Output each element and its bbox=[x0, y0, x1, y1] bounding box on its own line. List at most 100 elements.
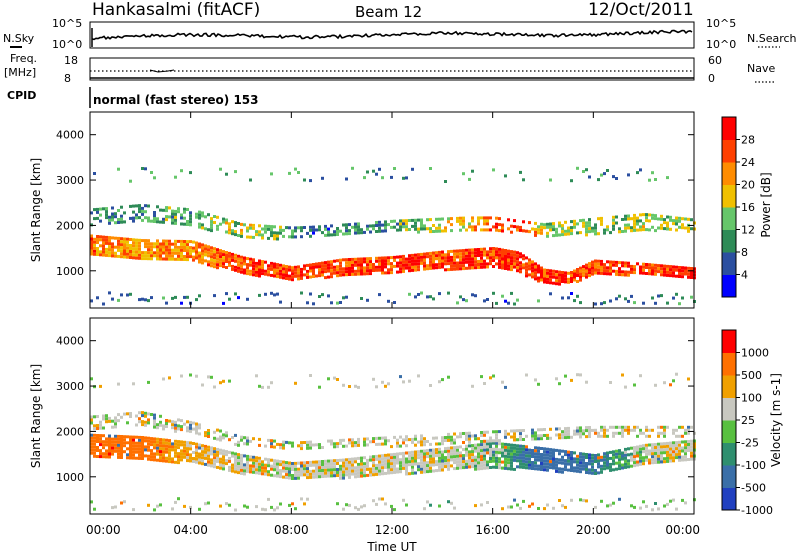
heatmap-cell bbox=[477, 449, 480, 453]
heatmap-cell bbox=[168, 254, 171, 258]
heatmap-cell bbox=[267, 227, 270, 231]
heatmap-cell bbox=[591, 263, 594, 267]
heatmap-cell bbox=[240, 255, 243, 259]
heatmap-cell bbox=[312, 469, 315, 473]
heatmap-cell bbox=[261, 466, 264, 470]
heatmap-cell bbox=[615, 431, 618, 435]
heatmap-cell bbox=[396, 470, 399, 474]
heatmap-cell bbox=[195, 448, 198, 452]
heatmap-cell bbox=[156, 254, 159, 258]
heatmap-cell bbox=[321, 270, 324, 274]
heatmap-cell bbox=[210, 375, 213, 379]
heatmap-cell bbox=[639, 444, 642, 448]
cpid-text: normal (fast stereo) 153 bbox=[93, 93, 259, 107]
heatmap-cell bbox=[456, 301, 459, 305]
heatmap-cell bbox=[495, 216, 498, 220]
heatmap-cell bbox=[666, 456, 669, 460]
heatmap-cell bbox=[483, 445, 486, 449]
heatmap-cell bbox=[522, 229, 525, 233]
heatmap-cell bbox=[135, 435, 138, 439]
heatmap-cell bbox=[447, 268, 450, 272]
heatmap-cell bbox=[579, 458, 582, 462]
heatmap-cell bbox=[450, 255, 453, 259]
heatmap-cell bbox=[435, 460, 438, 464]
heatmap-cell bbox=[117, 413, 120, 417]
heatmap-cell bbox=[333, 230, 336, 234]
heatmap-cell bbox=[432, 451, 435, 455]
heatmap-cell bbox=[654, 455, 657, 458]
heatmap-cell bbox=[489, 439, 492, 443]
heatmap-cell bbox=[90, 445, 93, 449]
heatmap-cell bbox=[663, 445, 666, 449]
heatmap-cell bbox=[525, 448, 528, 452]
heatmap-cell bbox=[111, 236, 114, 240]
heatmap-cell bbox=[198, 225, 201, 229]
heatmap-cell bbox=[468, 434, 471, 438]
heatmap-cell bbox=[552, 457, 555, 461]
heatmap-cell bbox=[396, 461, 399, 465]
heatmap-cell bbox=[501, 460, 504, 464]
heatmap-cell bbox=[279, 469, 282, 473]
heatmap-cell bbox=[645, 446, 648, 450]
heatmap-cell bbox=[402, 457, 405, 461]
heatmap-cell bbox=[189, 249, 192, 253]
heatmap-cell bbox=[480, 434, 483, 437]
heatmap-cell bbox=[462, 432, 465, 435]
heatmap-cell bbox=[360, 263, 363, 267]
heatmap-cell bbox=[354, 444, 357, 448]
heatmap-cell bbox=[300, 267, 303, 271]
heatmap-cell bbox=[642, 265, 645, 269]
heatmap-cell bbox=[159, 414, 162, 418]
heatmap-cell bbox=[162, 441, 165, 445]
noise-frame bbox=[89, 21, 695, 49]
heatmap-cell bbox=[162, 239, 165, 243]
heatmap-cell bbox=[654, 217, 657, 221]
heatmap-cell bbox=[603, 272, 606, 276]
heatmap-cell bbox=[645, 458, 648, 462]
heatmap-cell bbox=[657, 445, 660, 449]
heatmap-cell bbox=[519, 228, 522, 232]
heatmap-cell bbox=[306, 473, 309, 477]
heatmap-cell bbox=[642, 301, 645, 305]
heatmap-cell bbox=[480, 449, 483, 453]
heatmap-cell bbox=[105, 440, 108, 444]
heatmap-cell bbox=[663, 227, 666, 231]
heatmap-cell bbox=[150, 254, 153, 258]
heatmap-cell bbox=[486, 430, 489, 434]
heatmap-cell bbox=[102, 253, 105, 257]
heatmap-cell bbox=[681, 275, 684, 279]
heatmap-cell bbox=[159, 420, 162, 424]
heatmap-cell bbox=[678, 225, 681, 229]
heatmap-cell bbox=[582, 498, 585, 502]
heatmap-cell bbox=[114, 221, 117, 225]
heatmap-cell bbox=[315, 443, 318, 447]
heatmap-cell bbox=[243, 262, 246, 266]
heatmap-cell bbox=[285, 226, 288, 230]
heatmap-cell bbox=[567, 277, 570, 281]
heatmap-cell bbox=[339, 458, 342, 462]
heatmap-cell bbox=[537, 437, 540, 441]
heatmap-cell bbox=[507, 505, 510, 509]
heatmap-cell bbox=[450, 267, 453, 271]
heatmap-cell bbox=[291, 477, 294, 480]
heatmap-cell bbox=[180, 222, 183, 226]
heatmap-cell bbox=[471, 260, 474, 264]
heatmap-cell bbox=[234, 268, 237, 272]
heatmap-cell bbox=[201, 252, 204, 256]
heatmap-cell bbox=[150, 452, 153, 456]
heatmap-cell bbox=[450, 452, 453, 456]
heatmap-cell bbox=[159, 450, 162, 454]
heatmap-cell bbox=[429, 384, 432, 387]
heatmap-cell bbox=[492, 459, 495, 463]
heatmap-cell bbox=[579, 429, 582, 433]
heatmap-cell bbox=[246, 457, 249, 461]
heatmap-cell bbox=[225, 450, 228, 454]
heatmap-cell bbox=[618, 227, 621, 231]
heatmap-cell bbox=[369, 260, 372, 264]
heatmap-cell bbox=[540, 468, 543, 471]
heatmap-cell bbox=[222, 301, 225, 305]
heatmap-cell bbox=[414, 221, 417, 225]
heatmap-cell bbox=[111, 242, 114, 246]
heatmap-cell bbox=[618, 294, 621, 298]
heatmap-cell bbox=[645, 272, 648, 275]
